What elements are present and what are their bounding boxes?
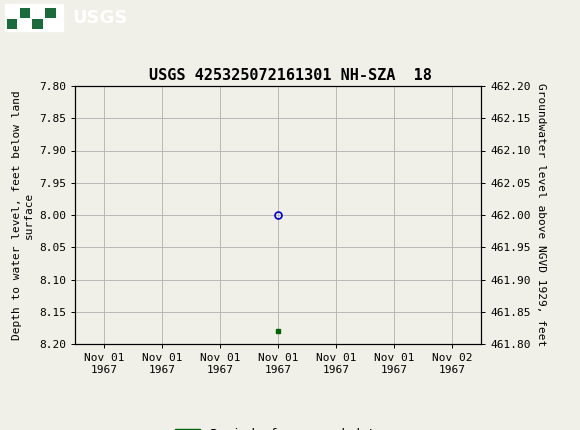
Legend: Period of approved data: Period of approved data	[169, 423, 387, 430]
FancyBboxPatch shape	[32, 19, 43, 29]
FancyBboxPatch shape	[5, 4, 63, 31]
FancyBboxPatch shape	[7, 19, 17, 29]
Text: USGS 425325072161301 NH-SZA  18: USGS 425325072161301 NH-SZA 18	[148, 68, 432, 83]
Y-axis label: Depth to water level, feet below land
surface: Depth to water level, feet below land su…	[12, 90, 34, 340]
Y-axis label: Groundwater level above NGVD 1929, feet: Groundwater level above NGVD 1929, feet	[536, 83, 546, 347]
FancyBboxPatch shape	[20, 8, 30, 18]
Text: USGS: USGS	[72, 9, 128, 27]
FancyBboxPatch shape	[45, 8, 56, 18]
